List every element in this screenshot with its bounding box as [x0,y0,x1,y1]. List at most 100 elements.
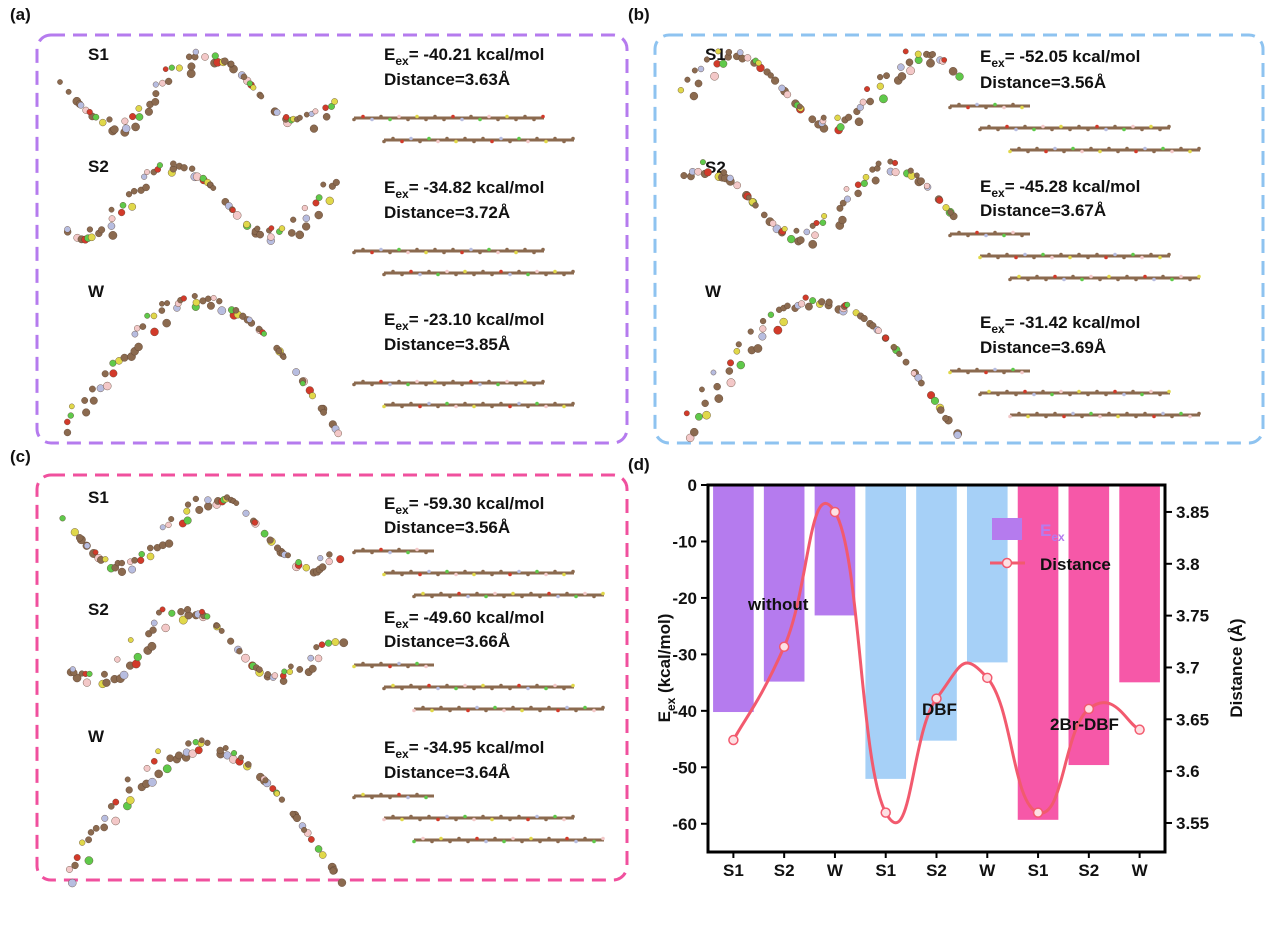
atom [1149,252,1153,257]
atom [520,708,524,713]
atom [1098,149,1102,154]
atom [511,836,515,841]
atom [957,230,961,235]
atom [601,591,605,596]
atom [1044,149,1048,154]
distance-point [1032,807,1044,818]
atom [1089,274,1093,279]
atom [1125,146,1129,151]
atom [165,539,174,548]
atom [882,334,890,342]
atom [400,817,404,822]
atom [415,247,419,252]
energy-subscript: ex [395,617,409,631]
atom [1158,392,1162,397]
atom [1122,255,1126,260]
atom [445,814,449,819]
atom [1077,252,1081,257]
atom [966,233,970,238]
atom [811,231,819,239]
atom [499,814,503,819]
atom [107,803,115,810]
atom [168,64,175,71]
atom [204,739,211,746]
atom [112,798,120,806]
atom [1152,414,1156,419]
y2-tick-label: 3.7 [1176,658,1200,677]
atom [382,139,386,144]
atom [744,54,752,62]
panel-label: (a) [10,5,31,24]
atom [388,250,392,255]
atom [819,219,827,226]
y-label-rest: (kcal/mol) [655,614,674,698]
atom [714,394,724,403]
atom [1131,124,1135,129]
atom [941,57,948,63]
atom [463,136,467,141]
y-tick-label: -60 [672,815,697,834]
atom [415,379,419,384]
atom [149,626,157,634]
atom [463,401,467,406]
atom [875,160,882,167]
atom [544,572,548,577]
atom [260,529,269,538]
atom [856,103,864,111]
atom [445,401,449,406]
atom [996,127,1000,132]
atom [314,654,323,663]
atom [1134,149,1138,154]
atom [137,556,145,564]
atom [1122,392,1126,397]
atom [370,664,374,669]
atom [1068,255,1072,260]
atom [481,814,485,819]
y-tick-label: -10 [672,532,697,551]
atom [334,429,342,438]
atom [436,272,440,277]
atom [460,382,464,387]
atom [339,638,349,648]
atom [1071,274,1075,279]
atom [240,73,248,81]
atom [424,250,428,255]
atom [454,686,458,691]
y2-tick-label: 3.85 [1176,503,1209,522]
atom [1002,105,1006,110]
distance-point [829,506,841,518]
atom [418,686,422,691]
atom [295,559,302,566]
atom [1116,414,1120,419]
atom [329,867,337,875]
atom [170,160,177,167]
atom [499,569,503,574]
atom [406,250,410,255]
atom [481,269,485,274]
atom [883,72,890,80]
atom [726,174,734,182]
atom [361,792,365,797]
distance-point [982,672,993,684]
legend-swatch [992,518,1022,540]
atom [508,686,512,691]
y2-tick-label: 3.8 [1176,555,1200,574]
atom [424,664,428,669]
atom [1161,274,1165,279]
atom [275,347,283,355]
atom [891,168,900,177]
atom [243,220,251,228]
energy-value: = -59.30 kcal/mol [409,494,545,513]
energy-subscript: ex [991,322,1005,336]
atom [146,552,155,561]
atom [463,814,467,819]
atom [326,551,333,558]
atom [286,668,293,675]
atom [1143,146,1147,151]
atom [302,214,310,222]
atom [984,105,988,110]
atom [914,50,922,58]
atom [83,542,91,549]
atom [287,229,296,237]
